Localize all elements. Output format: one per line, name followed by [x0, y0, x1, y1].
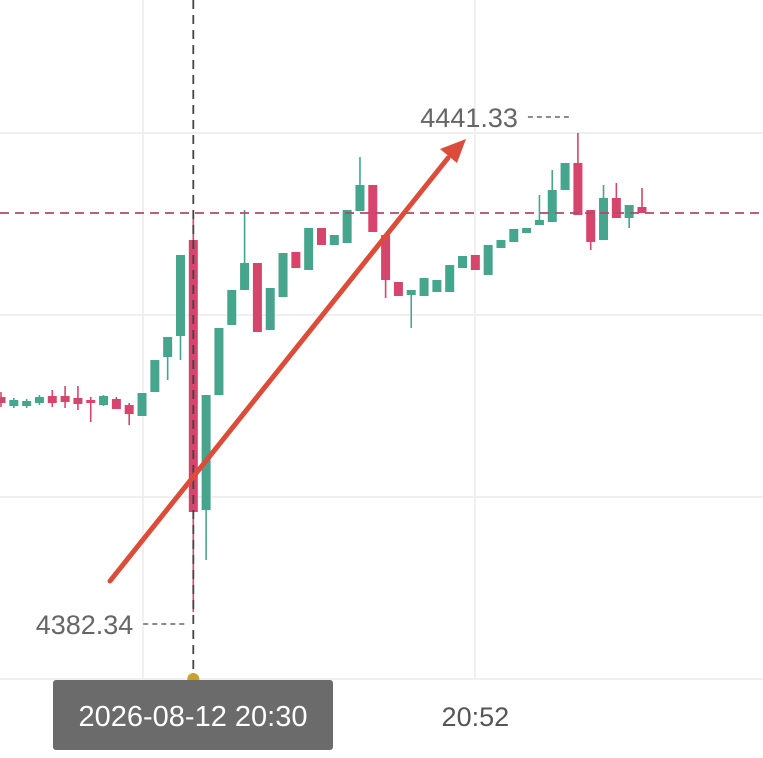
candle-body	[278, 253, 288, 298]
candles	[0, 133, 647, 613]
candle-body	[265, 288, 275, 330]
candle-body	[522, 228, 532, 234]
crosshair-label-box	[53, 680, 333, 750]
candle-body	[547, 190, 557, 223]
candle-body	[137, 393, 147, 416]
candle-body	[99, 396, 109, 406]
candle-body	[0, 396, 6, 403]
candle-body	[240, 263, 250, 290]
candle-body	[124, 405, 134, 415]
candle-body	[419, 278, 429, 296]
candle-body	[611, 197, 621, 219]
candle-body	[393, 282, 403, 296]
candle-body	[73, 397, 83, 404]
candle-body	[214, 327, 224, 396]
overlay	[0, 0, 763, 685]
candle-body	[637, 206, 647, 213]
candle-body	[483, 244, 493, 276]
candle-body	[111, 399, 121, 410]
candle-body	[22, 400, 32, 407]
candle-body	[406, 289, 416, 296]
candle-body	[368, 184, 378, 232]
crosshair-label: 2026-08-12 20:30	[79, 701, 308, 733]
candle-body	[60, 396, 70, 403]
candle-body	[201, 395, 211, 511]
candle-body	[624, 205, 634, 219]
candle-body	[560, 162, 570, 191]
candle-body	[252, 263, 262, 333]
candle-body	[150, 360, 160, 393]
candle-body	[47, 396, 57, 403]
candle-body	[291, 251, 301, 269]
candle-body	[317, 228, 326, 245]
candle-body	[445, 265, 455, 292]
candle-body	[227, 289, 237, 325]
x-tick-label: 20:52	[442, 702, 510, 732]
candle-body	[534, 219, 544, 226]
extreme-label: 4441.33	[420, 103, 518, 133]
candle-body	[496, 240, 506, 248]
candle-body	[458, 256, 468, 269]
candle-body	[342, 209, 352, 244]
candle-body	[586, 209, 596, 242]
labels: 2026-08-12 20:30 20:52 4441.33 4382.34	[36, 103, 573, 750]
candle-body	[175, 254, 185, 337]
extreme-label: 4382.34	[36, 610, 134, 640]
candle-body	[381, 234, 391, 280]
candle-body	[304, 228, 314, 270]
candle-body	[599, 197, 609, 241]
candle-body	[329, 234, 339, 245]
candle-body	[432, 279, 442, 292]
candle-body	[86, 399, 96, 403]
arrow-line	[107, 155, 451, 584]
grid	[0, 0, 763, 680]
arrow-head	[440, 139, 466, 163]
trend-arrow	[107, 139, 466, 584]
candle-body	[34, 396, 44, 403]
candle-body	[355, 184, 365, 212]
candle-body	[573, 162, 583, 216]
candle-body	[163, 336, 173, 358]
candle-body	[509, 228, 519, 242]
candle-body	[470, 254, 480, 270]
candle-body	[9, 399, 19, 407]
